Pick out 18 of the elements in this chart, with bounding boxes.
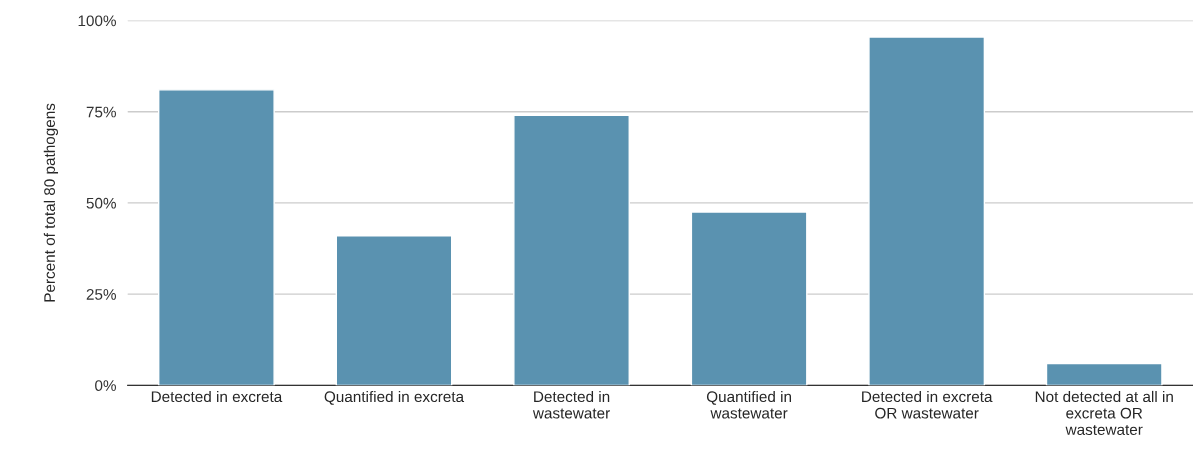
y-tick-label: 100% [78, 15, 116, 27]
bar [1045, 362, 1163, 386]
y-tick-label: 0% [95, 380, 116, 392]
bar [335, 235, 453, 386]
y-tick-label: 75% [86, 106, 116, 118]
bar [513, 114, 630, 386]
y-tick-label: 25% [86, 288, 116, 300]
x-tick-label: Detected in excreta [151, 390, 283, 403]
x-tick-label: Detected in excreta OR wastewater [862, 390, 993, 419]
x-tick-label: Detected in wastewater [532, 390, 610, 419]
x-tick-label: Quantified in wastewater [706, 390, 792, 419]
y-axis-title: Percent of total 80 pathogens [43, 103, 59, 302]
bar [868, 36, 986, 386]
bar [158, 89, 275, 386]
x-tick-label: Not detected at all in excreta OR wastewater [1035, 390, 1173, 436]
x-tick-label: Quantified in excreta [324, 390, 465, 405]
y-tick-label: 50% [86, 197, 116, 209]
bar [690, 211, 808, 386]
